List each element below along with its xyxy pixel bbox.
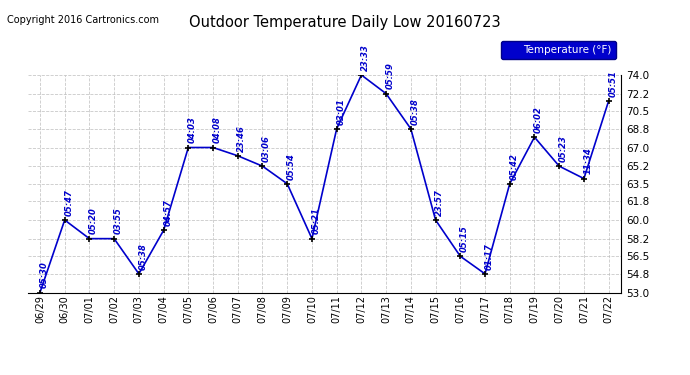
Text: 23:33: 23:33	[361, 44, 370, 71]
Text: 11:34: 11:34	[584, 147, 593, 174]
Text: 04:57: 04:57	[164, 200, 172, 226]
Text: 05:54: 05:54	[287, 153, 296, 180]
Text: 23:57: 23:57	[435, 189, 444, 216]
Text: 05:38: 05:38	[139, 243, 148, 270]
Text: 05:30: 05:30	[39, 261, 48, 288]
Text: 05:42: 05:42	[509, 153, 518, 180]
Text: 05:15: 05:15	[460, 225, 469, 252]
Text: 05:59: 05:59	[386, 63, 395, 90]
Text: 23:46: 23:46	[237, 125, 246, 152]
Text: 05:38: 05:38	[411, 98, 420, 125]
Text: 03:55: 03:55	[114, 208, 123, 234]
Text: 03:06: 03:06	[262, 135, 271, 162]
Legend: Temperature (°F): Temperature (°F)	[502, 41, 615, 59]
Text: 06:02: 06:02	[534, 106, 543, 133]
Text: 05:47: 05:47	[64, 189, 73, 216]
Text: 05:21: 05:21	[312, 208, 321, 234]
Text: 05:23: 05:23	[559, 135, 568, 162]
Text: 05:51: 05:51	[609, 70, 618, 97]
Text: 05:20: 05:20	[89, 208, 98, 234]
Text: Outdoor Temperature Daily Low 20160723: Outdoor Temperature Daily Low 20160723	[189, 15, 501, 30]
Text: 01:17: 01:17	[484, 243, 493, 270]
Text: 04:03: 04:03	[188, 117, 197, 143]
Text: 03:01: 03:01	[336, 98, 345, 125]
Text: Copyright 2016 Cartronics.com: Copyright 2016 Cartronics.com	[7, 15, 159, 25]
Text: 04:08: 04:08	[213, 117, 221, 143]
